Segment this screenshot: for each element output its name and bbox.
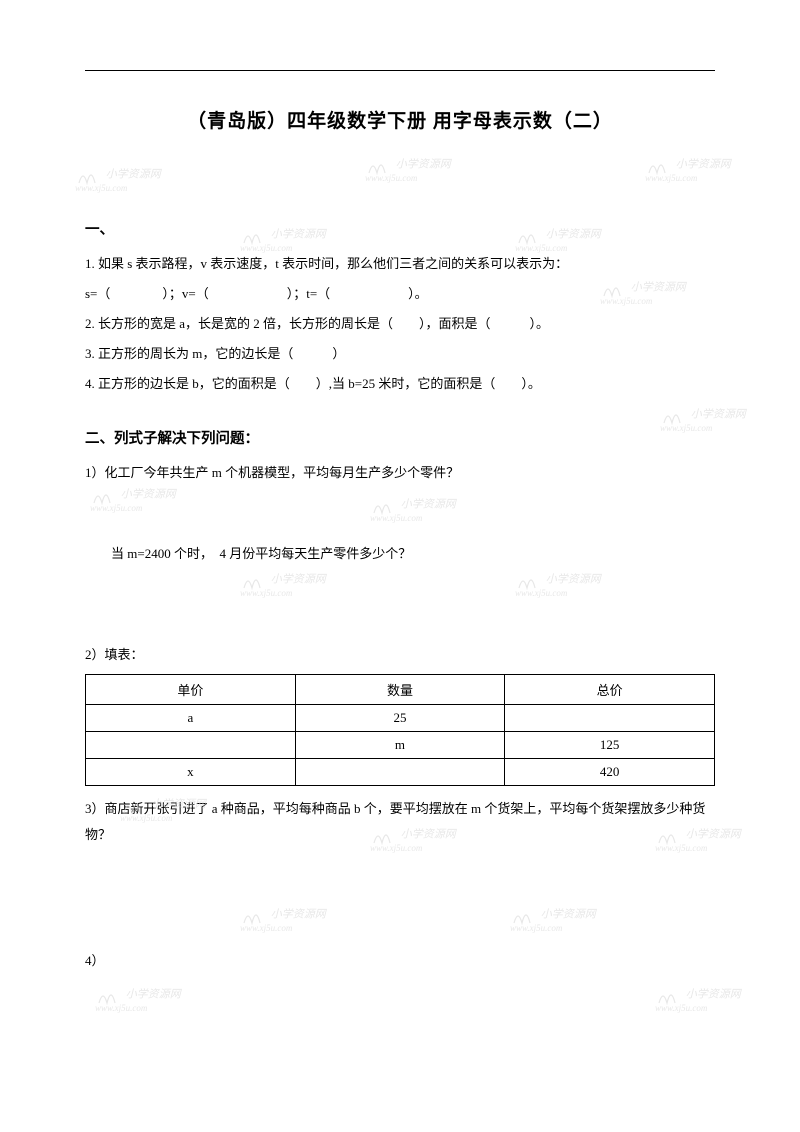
watermark-icon: 小学资源网 www.xj5u.com (75, 165, 161, 193)
s1-q4: 4. 正方形的边长是 b，它的面积是（ ）,当 b=25 米时，它的面积是（ ）… (85, 371, 715, 397)
watermark-icon: 小学资源网 www.xj5u.com (365, 155, 451, 183)
watermark-icon: 小学资源网 www.xj5u.com (240, 905, 326, 933)
cell: 25 (295, 705, 505, 732)
cell: 420 (505, 759, 715, 786)
s2-q4: 4） (85, 948, 715, 974)
th-total: 总价 (505, 675, 715, 705)
s1-q1: 1. 如果 s 表示路程，v 表示速度，t 表示时间，那么他们三者之间的关系可以… (85, 251, 715, 277)
s2-q2: 2）填表： (85, 642, 715, 668)
section-2-heading: 二、列式子解决下列问题： (85, 427, 715, 448)
cell: x (86, 759, 296, 786)
watermark-icon: 小学资源网 www.xj5u.com (370, 495, 456, 523)
cell: a (86, 705, 296, 732)
page-title: （青岛版）四年级数学下册 用字母表示数（二） (85, 106, 715, 133)
cell: m (295, 732, 505, 759)
watermark-icon: 小学资源网 www.xj5u.com (510, 905, 596, 933)
th-price: 单价 (86, 675, 296, 705)
watermark-icon: 小学资源网 www.xj5u.com (95, 985, 181, 1013)
table-row: x 420 (86, 759, 715, 786)
cell: 125 (505, 732, 715, 759)
th-qty: 数量 (295, 675, 505, 705)
watermark-icon: 小学资源网 www.xj5u.com (90, 485, 176, 513)
watermark-icon: 小学资源网 www.xj5u.com (655, 985, 741, 1013)
s1-q2: 2. 长方形的宽是 a，长是宽的 2 倍，长方形的周长是（ ），面积是（ ）。 (85, 311, 715, 337)
s2-q3: 3）商店新开张引进了 a 种商品，平均每种商品 b 个，要平均摆放在 m 个货架… (85, 796, 715, 848)
header-rule (85, 70, 715, 71)
watermark-icon: 小学资源网 www.xj5u.com (515, 570, 601, 598)
cell (86, 732, 296, 759)
s2-q1sub: 当 m=2400 个时， 4 月份平均每天生产零件多少个？ (85, 541, 715, 567)
table-header-row: 单价 数量 总价 (86, 675, 715, 705)
fill-table: 单价 数量 总价 a 25 m 125 x 420 (85, 674, 715, 786)
table-row: a 25 (86, 705, 715, 732)
cell (295, 759, 505, 786)
watermark-icon: 小学资源网 www.xj5u.com (645, 155, 731, 183)
cell (505, 705, 715, 732)
section-1-heading: 一、 (85, 218, 715, 239)
watermark-icon: 小学资源网 www.xj5u.com (240, 570, 326, 598)
s1-q3: 3. 正方形的周长为 m，它的边长是（ ） (85, 341, 715, 367)
s2-q1: 1）化工厂今年共生产 m 个机器模型，平均每月生产多少个零件？ (85, 460, 715, 486)
table-row: m 125 (86, 732, 715, 759)
s1-q1b: s=（ ）；v=（ ）；t=（ ）。 (85, 281, 715, 307)
